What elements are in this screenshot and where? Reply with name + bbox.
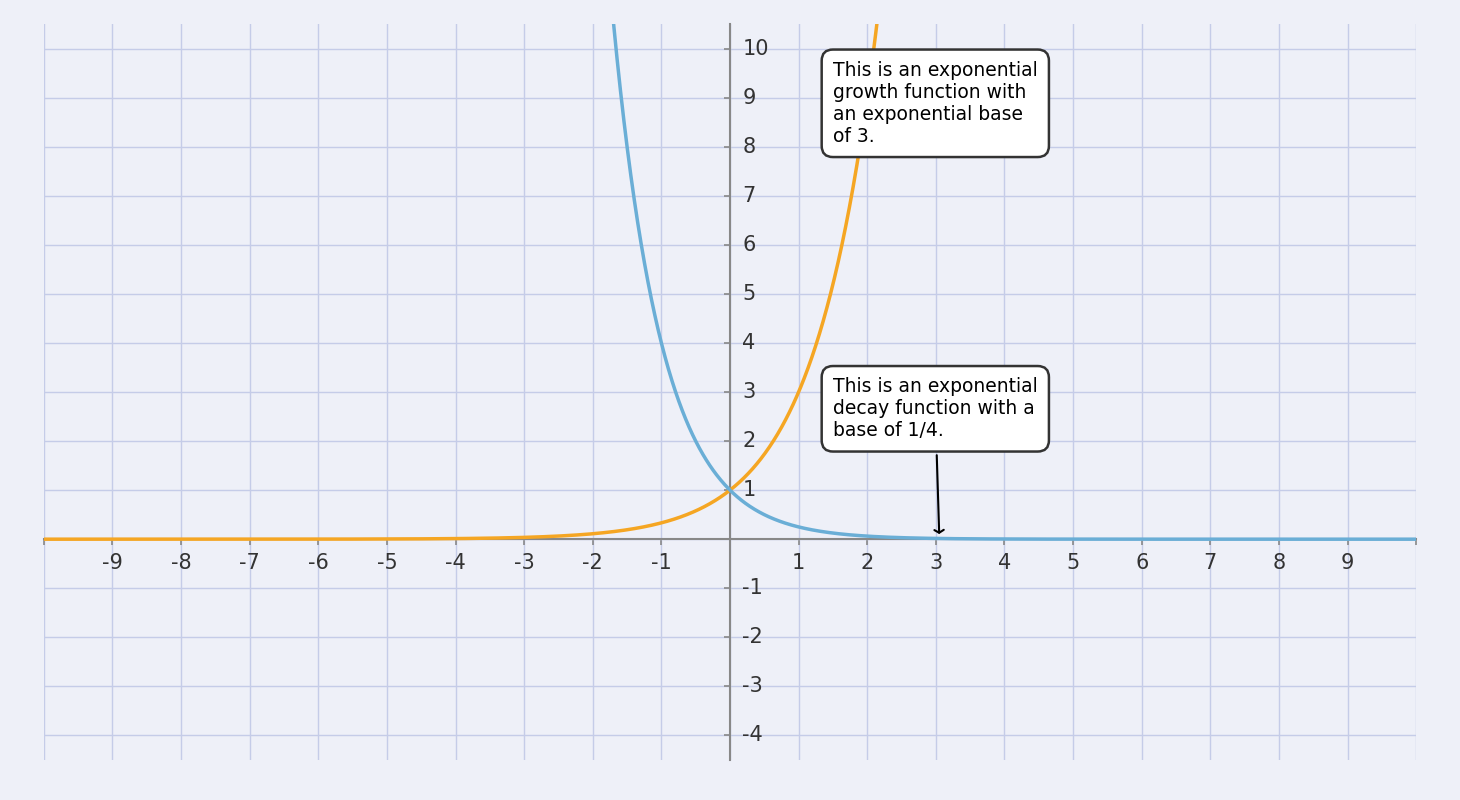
- Text: 1: 1: [791, 553, 806, 573]
- Text: 3: 3: [742, 382, 756, 402]
- Text: -3: -3: [742, 676, 764, 696]
- Text: -6: -6: [308, 553, 328, 573]
- Text: -1: -1: [651, 553, 672, 573]
- Text: This is an exponential
growth function with
an exponential base
of 3.: This is an exponential growth function w…: [832, 61, 1038, 146]
- Text: -1: -1: [742, 578, 764, 598]
- Text: 8: 8: [1273, 553, 1285, 573]
- Text: -9: -9: [102, 553, 123, 573]
- Text: 7: 7: [742, 186, 756, 206]
- Text: 2: 2: [742, 431, 756, 451]
- Text: -3: -3: [514, 553, 534, 573]
- Text: -5: -5: [377, 553, 397, 573]
- Text: 9: 9: [742, 88, 756, 108]
- Text: 9: 9: [1340, 553, 1355, 573]
- Text: 1: 1: [742, 480, 756, 500]
- Text: 7: 7: [1203, 553, 1218, 573]
- Text: 3: 3: [929, 553, 943, 573]
- Text: 6: 6: [1134, 553, 1149, 573]
- Text: 6: 6: [742, 235, 756, 254]
- Text: 5: 5: [742, 284, 756, 304]
- Text: 8: 8: [742, 137, 755, 157]
- Text: -7: -7: [239, 553, 260, 573]
- Text: -4: -4: [445, 553, 466, 573]
- Text: 4: 4: [742, 333, 756, 353]
- Text: This is an exponential
decay function with a
base of 1/4.: This is an exponential decay function wi…: [832, 378, 1038, 533]
- Text: -2: -2: [583, 553, 603, 573]
- Text: 10: 10: [742, 38, 769, 58]
- Text: 5: 5: [1066, 553, 1080, 573]
- Text: -2: -2: [742, 627, 764, 647]
- Text: 4: 4: [997, 553, 1012, 573]
- Text: -4: -4: [742, 726, 764, 746]
- Text: -8: -8: [171, 553, 191, 573]
- Text: 2: 2: [860, 553, 875, 573]
